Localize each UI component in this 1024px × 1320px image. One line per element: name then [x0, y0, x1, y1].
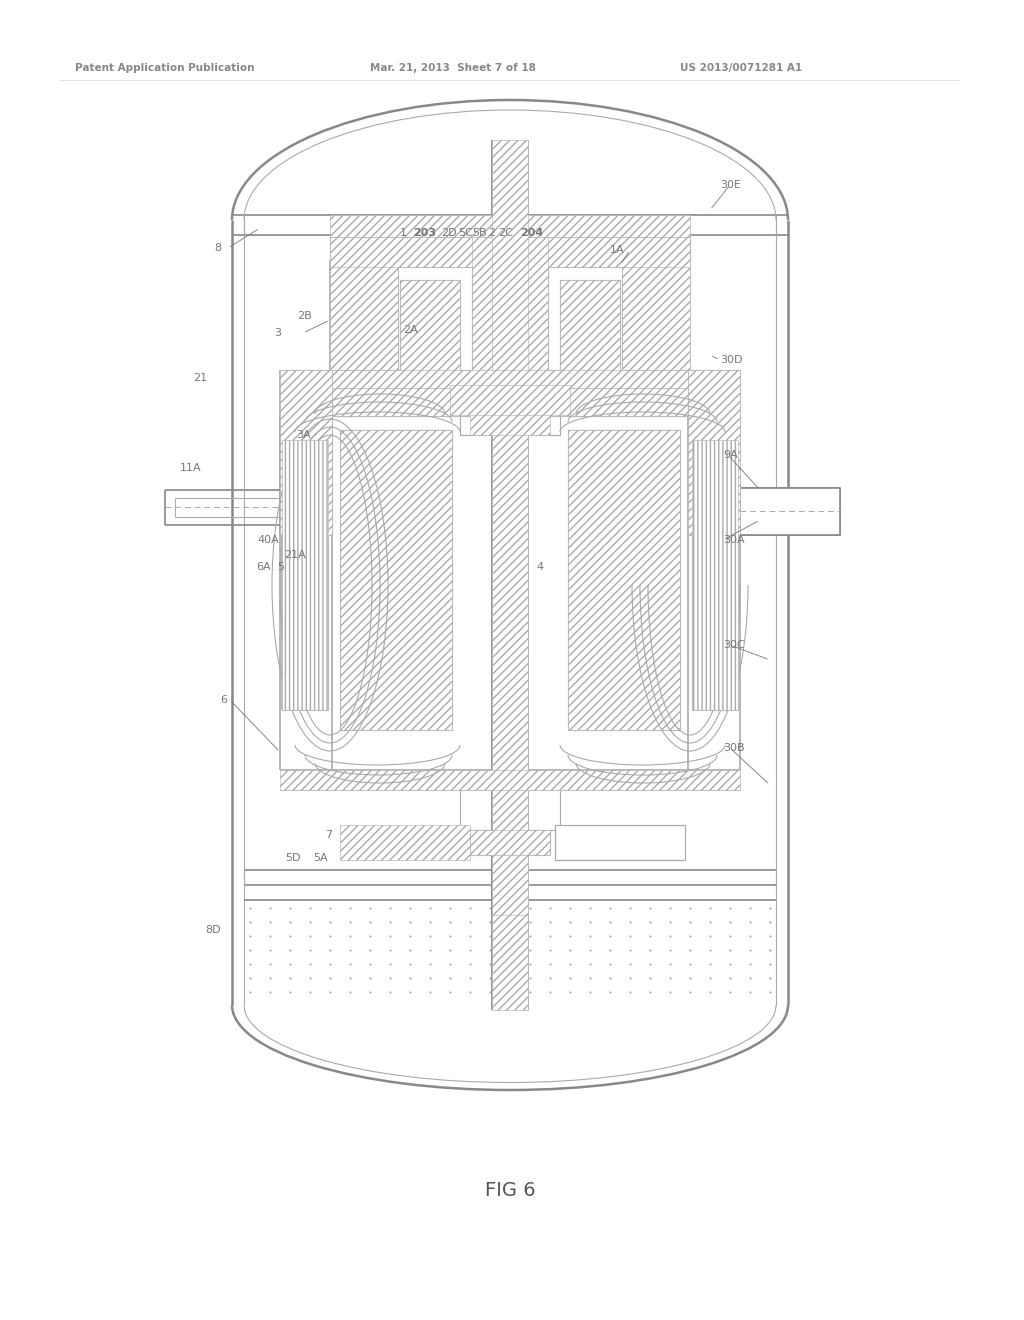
- Text: 40A: 40A: [257, 535, 279, 545]
- Bar: [534, 388, 688, 416]
- Text: 8: 8: [214, 243, 221, 253]
- Bar: [332, 388, 487, 416]
- Bar: [280, 770, 740, 789]
- Text: 5: 5: [278, 562, 284, 572]
- Text: 2C: 2C: [498, 228, 513, 238]
- Bar: [560, 280, 620, 375]
- Bar: [492, 855, 528, 915]
- Text: 4: 4: [536, 562, 543, 572]
- Text: 1A: 1A: [610, 246, 625, 255]
- Bar: [280, 370, 332, 535]
- Text: 21: 21: [193, 374, 207, 383]
- Bar: [340, 430, 452, 730]
- Bar: [492, 140, 528, 1010]
- Bar: [740, 488, 840, 535]
- Bar: [568, 430, 680, 730]
- Text: 1: 1: [400, 228, 407, 238]
- Text: 30B: 30B: [723, 743, 744, 752]
- Bar: [332, 370, 688, 388]
- Text: 3: 3: [274, 327, 281, 338]
- Text: 5C: 5C: [458, 228, 473, 238]
- Bar: [688, 370, 740, 535]
- Text: 30A: 30A: [723, 535, 744, 545]
- Text: Patent Application Publication: Patent Application Publication: [75, 63, 255, 73]
- Bar: [470, 413, 550, 436]
- Bar: [330, 260, 398, 370]
- Text: 8D: 8D: [205, 925, 220, 935]
- Bar: [450, 385, 570, 414]
- Text: 204: 204: [520, 228, 544, 238]
- Bar: [282, 440, 328, 710]
- Text: 6: 6: [220, 696, 227, 705]
- Bar: [470, 830, 550, 855]
- Text: 5D: 5D: [285, 853, 300, 863]
- Bar: [335, 304, 390, 345]
- Bar: [555, 825, 685, 861]
- Text: 7: 7: [325, 830, 332, 840]
- Text: FIG 6: FIG 6: [484, 1180, 536, 1200]
- Text: 2A: 2A: [403, 325, 418, 335]
- Bar: [472, 238, 548, 385]
- Text: 203: 203: [413, 228, 436, 238]
- Text: 5A: 5A: [313, 853, 328, 863]
- Bar: [330, 238, 690, 267]
- Text: 5B: 5B: [472, 228, 486, 238]
- Bar: [330, 215, 690, 238]
- Text: 6A: 6A: [256, 562, 270, 572]
- Bar: [340, 825, 470, 861]
- Text: 30C: 30C: [723, 640, 744, 649]
- Text: 30D: 30D: [720, 355, 742, 366]
- Bar: [400, 280, 460, 375]
- Bar: [622, 260, 690, 370]
- Text: 2D: 2D: [441, 228, 457, 238]
- Text: 30E: 30E: [720, 180, 741, 190]
- Text: 21A: 21A: [284, 550, 306, 560]
- Text: Mar. 21, 2013  Sheet 7 of 18: Mar. 21, 2013 Sheet 7 of 18: [370, 63, 536, 73]
- Text: US 2013/0071281 A1: US 2013/0071281 A1: [680, 63, 802, 73]
- Text: 2B: 2B: [297, 312, 311, 321]
- Text: 11A: 11A: [180, 463, 202, 473]
- Text: 3A: 3A: [296, 430, 310, 440]
- Text: 2: 2: [488, 228, 496, 238]
- Bar: [692, 440, 738, 710]
- Text: 9A: 9A: [723, 450, 737, 459]
